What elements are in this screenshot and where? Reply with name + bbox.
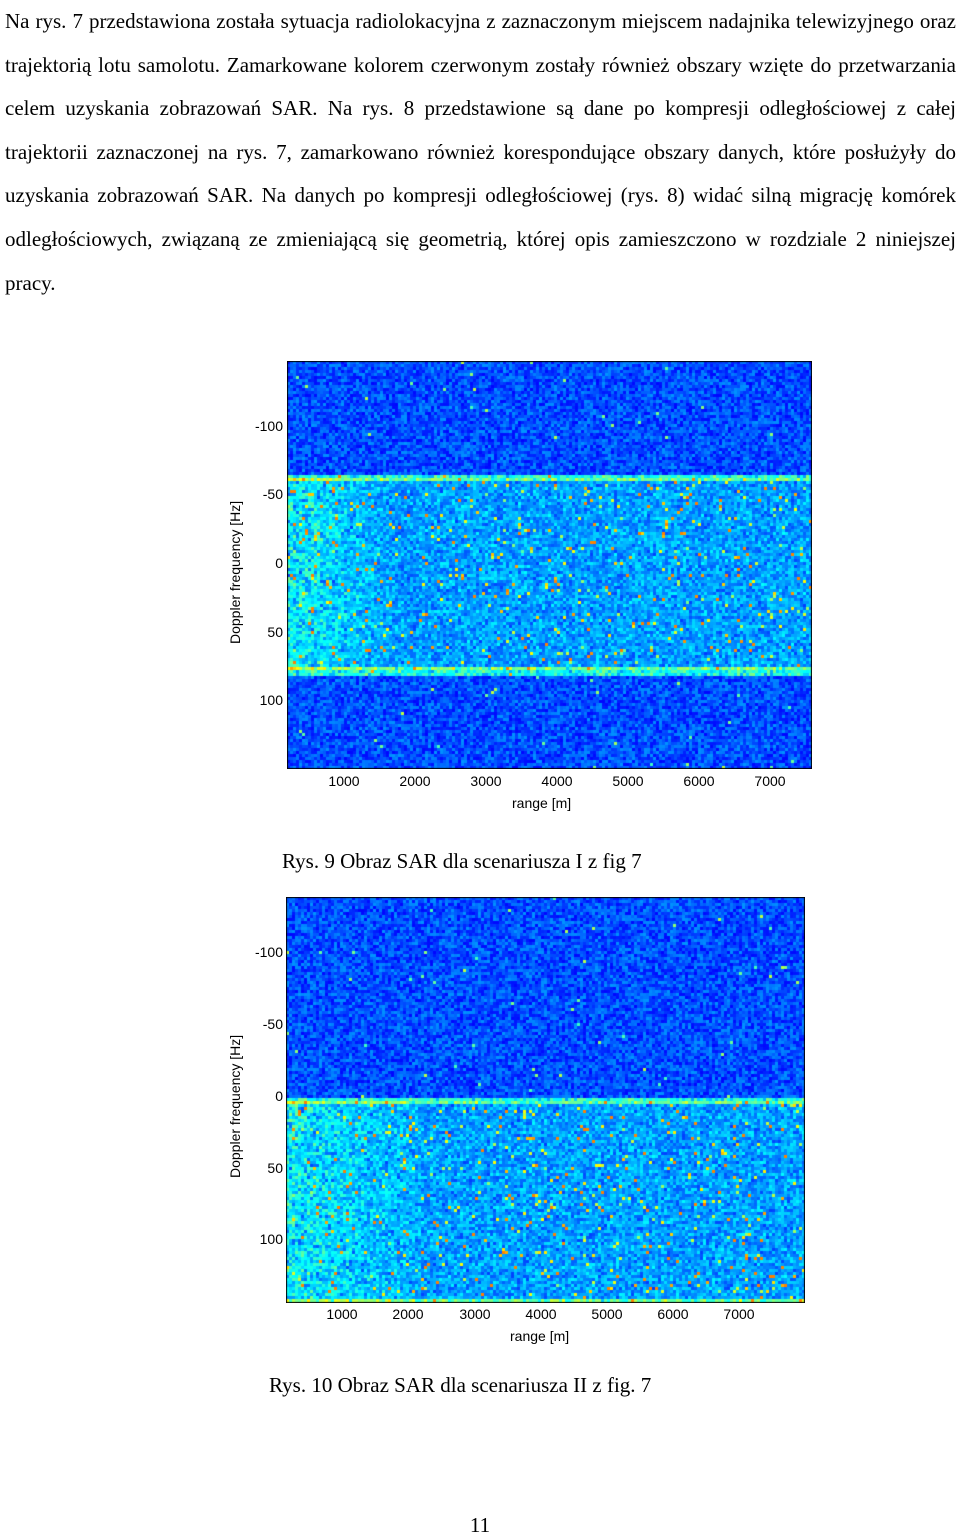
y-tick-label: 100	[259, 692, 283, 708]
x-tick-label: 6000	[683, 773, 715, 789]
y-tick-label: -50	[262, 1016, 283, 1032]
body-paragraph: Na rys. 7 przedstawiona została sytuacja…	[5, 9, 956, 295]
x-tick-label: 2000	[392, 1306, 424, 1322]
y-tick-label: -100	[254, 944, 283, 960]
y-tick-label: 0	[275, 1088, 283, 1104]
x-tick-label: 7000	[723, 1306, 755, 1322]
x-tick-label: 3000	[459, 1306, 491, 1322]
y-tick-label: 100	[259, 1231, 283, 1247]
x-tick-label: 6000	[657, 1306, 689, 1322]
y-tick-label: -50	[262, 486, 283, 502]
y-axis-label: Doppler frequency [Hz]	[227, 500, 243, 644]
x-tick-label: 2000	[399, 773, 431, 789]
y-tick-label: 50	[267, 1160, 283, 1176]
x-axis-label: range [m]	[510, 1328, 570, 1344]
y-tick-label: 50	[267, 624, 283, 640]
x-tick-label: 4000	[541, 773, 573, 789]
sar-heatmap-1	[287, 361, 812, 769]
x-tick-label: 1000	[326, 1306, 358, 1322]
x-tick-label: 3000	[470, 773, 502, 789]
x-axis-label: range [m]	[512, 795, 572, 811]
x-tick-label: 7000	[754, 773, 786, 789]
y-axis-label: Doppler frequency [Hz]	[227, 1034, 243, 1178]
figure-caption-2: Rys. 10 Obraz SAR dla scenariusza II z f…	[269, 1373, 652, 1397]
x-tick-label: 1000	[328, 773, 360, 789]
x-tick-label: 4000	[525, 1306, 557, 1322]
x-tick-label: 5000	[591, 1306, 623, 1322]
page-number: 11	[469, 1513, 491, 1537]
y-tick-label: 0	[275, 555, 283, 571]
y-tick-label: -100	[254, 418, 283, 434]
figure-caption-1: Rys. 9 Obraz SAR dla scenariusza I z fig…	[282, 849, 642, 873]
x-tick-label: 5000	[612, 773, 644, 789]
sar-heatmap-2	[286, 897, 805, 1303]
